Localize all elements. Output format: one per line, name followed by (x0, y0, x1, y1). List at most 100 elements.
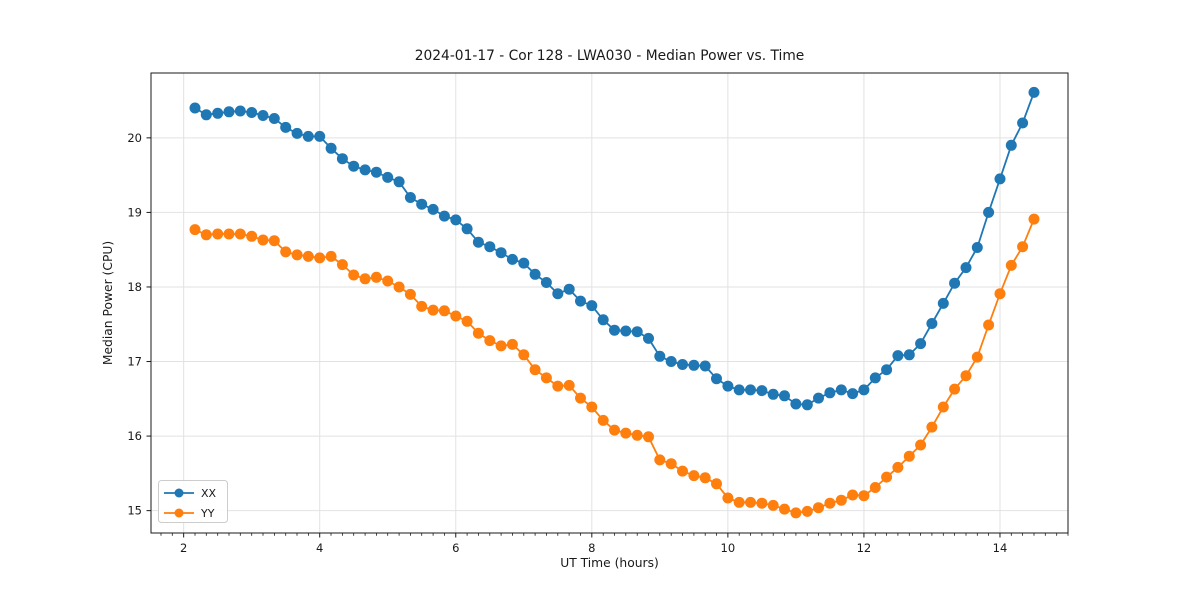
series-XX-point (268, 113, 280, 124)
series-XX-point (563, 283, 575, 295)
series-XX-point (314, 130, 326, 142)
series-YY-point (654, 454, 666, 466)
series-XX-point (881, 364, 893, 376)
series-YY-point (722, 492, 734, 504)
series-XX-point (903, 349, 915, 361)
series-YY-point (484, 335, 496, 347)
series-YY-point (336, 259, 348, 271)
series-YY-point (971, 351, 983, 363)
y-tick-label: 17 (127, 355, 142, 369)
series-XX-point (438, 210, 450, 222)
series-XX-point (767, 388, 779, 400)
series-YY-point (200, 229, 212, 241)
chart-title: 2024-01-17 - Cor 128 - LWA030 - Median P… (414, 48, 805, 64)
legend-label: YY (200, 507, 215, 520)
series-YY-point (937, 401, 949, 413)
series-XX-point (336, 153, 348, 165)
series-XX-point (609, 324, 620, 336)
series-XX (189, 86, 1040, 411)
series-YY-point (1028, 213, 1040, 225)
series-YY-point (983, 319, 995, 331)
series-XX-point (552, 288, 564, 300)
series-YY-point (506, 338, 518, 350)
series-YY-point (665, 458, 677, 470)
series-XX-point (915, 338, 927, 350)
series-XX-point (937, 297, 949, 309)
series-XX-point (733, 384, 745, 396)
series-YY-point (949, 383, 961, 395)
plot-border (150, 72, 1069, 534)
series-YY-point (835, 494, 847, 506)
series-XX-point (790, 398, 802, 410)
series-XX-point (1017, 117, 1029, 129)
series-YY-point (688, 470, 700, 482)
series-YY-point (268, 235, 280, 247)
series-YY-point (234, 228, 246, 240)
series-XX-point (983, 206, 995, 218)
series-YY-point (609, 424, 620, 436)
series-YY-point (586, 401, 598, 413)
series-YY (189, 213, 1040, 519)
x-tick-label: 6 (452, 541, 459, 555)
series-YY-point (1017, 241, 1029, 253)
series-XX-point (960, 262, 972, 274)
series-YY-point (438, 305, 450, 317)
series-YY-point (631, 429, 643, 441)
x-axis-ticks: 2 4 6 8 10 12 14 (160, 533, 1069, 555)
series-YY-point (552, 380, 564, 392)
series-YY-point (779, 503, 790, 515)
series-XX-point (711, 373, 722, 385)
series-XX-point (586, 300, 598, 312)
series-YY-point (246, 230, 258, 242)
series-XX-point (427, 203, 439, 215)
series-YY-point (223, 228, 235, 240)
series-YY-point (643, 431, 654, 443)
series-YY-point (926, 421, 938, 433)
series-YY-point (461, 315, 473, 327)
series-YY-point (472, 327, 484, 339)
y-tick-label: 16 (127, 429, 142, 443)
series-XX-point (359, 164, 371, 176)
series-YY-point (382, 275, 394, 287)
series-XX-point (200, 109, 212, 121)
series-XX-point (620, 325, 632, 337)
series-XX-point (892, 350, 904, 362)
series-YY-point (563, 379, 575, 391)
series-YY-point (903, 450, 915, 462)
series-YY-point (620, 427, 632, 439)
series-YY-point (212, 228, 224, 240)
series-YY-point (540, 372, 552, 384)
series-XX-point (654, 350, 666, 362)
series-XX-point (461, 223, 473, 235)
series-YY-point (813, 502, 824, 514)
series-XX-point (677, 359, 688, 370)
series-YY-point (733, 496, 745, 508)
series-YY-point (994, 288, 1006, 300)
series-XX-point (813, 392, 824, 404)
series-XX-point (699, 360, 711, 372)
x-tick-label: 10 (721, 541, 736, 555)
series-XX-point (688, 359, 700, 371)
series-YY-point (495, 340, 507, 352)
x-tick-label: 8 (588, 541, 595, 555)
series-XX-point (348, 160, 360, 172)
series-XX-point (484, 241, 496, 253)
series-YY-point (427, 304, 439, 316)
series-YY-point (416, 300, 428, 312)
legend-marker-swatch (174, 508, 184, 518)
series-XX-point (393, 176, 405, 188)
series-XX-point (835, 384, 847, 396)
series-YY-point (597, 414, 609, 426)
series-XX-point (540, 277, 552, 288)
series-YY-point (450, 310, 462, 322)
series-XX-point (370, 166, 382, 178)
series-XX-point (722, 380, 734, 392)
legend-label: XX (201, 487, 217, 500)
series-YY-point (745, 496, 756, 508)
series-YY-point (370, 271, 382, 283)
series-XX-point (801, 399, 813, 411)
series-XX-point (291, 127, 303, 139)
series-YY-point (325, 250, 337, 262)
